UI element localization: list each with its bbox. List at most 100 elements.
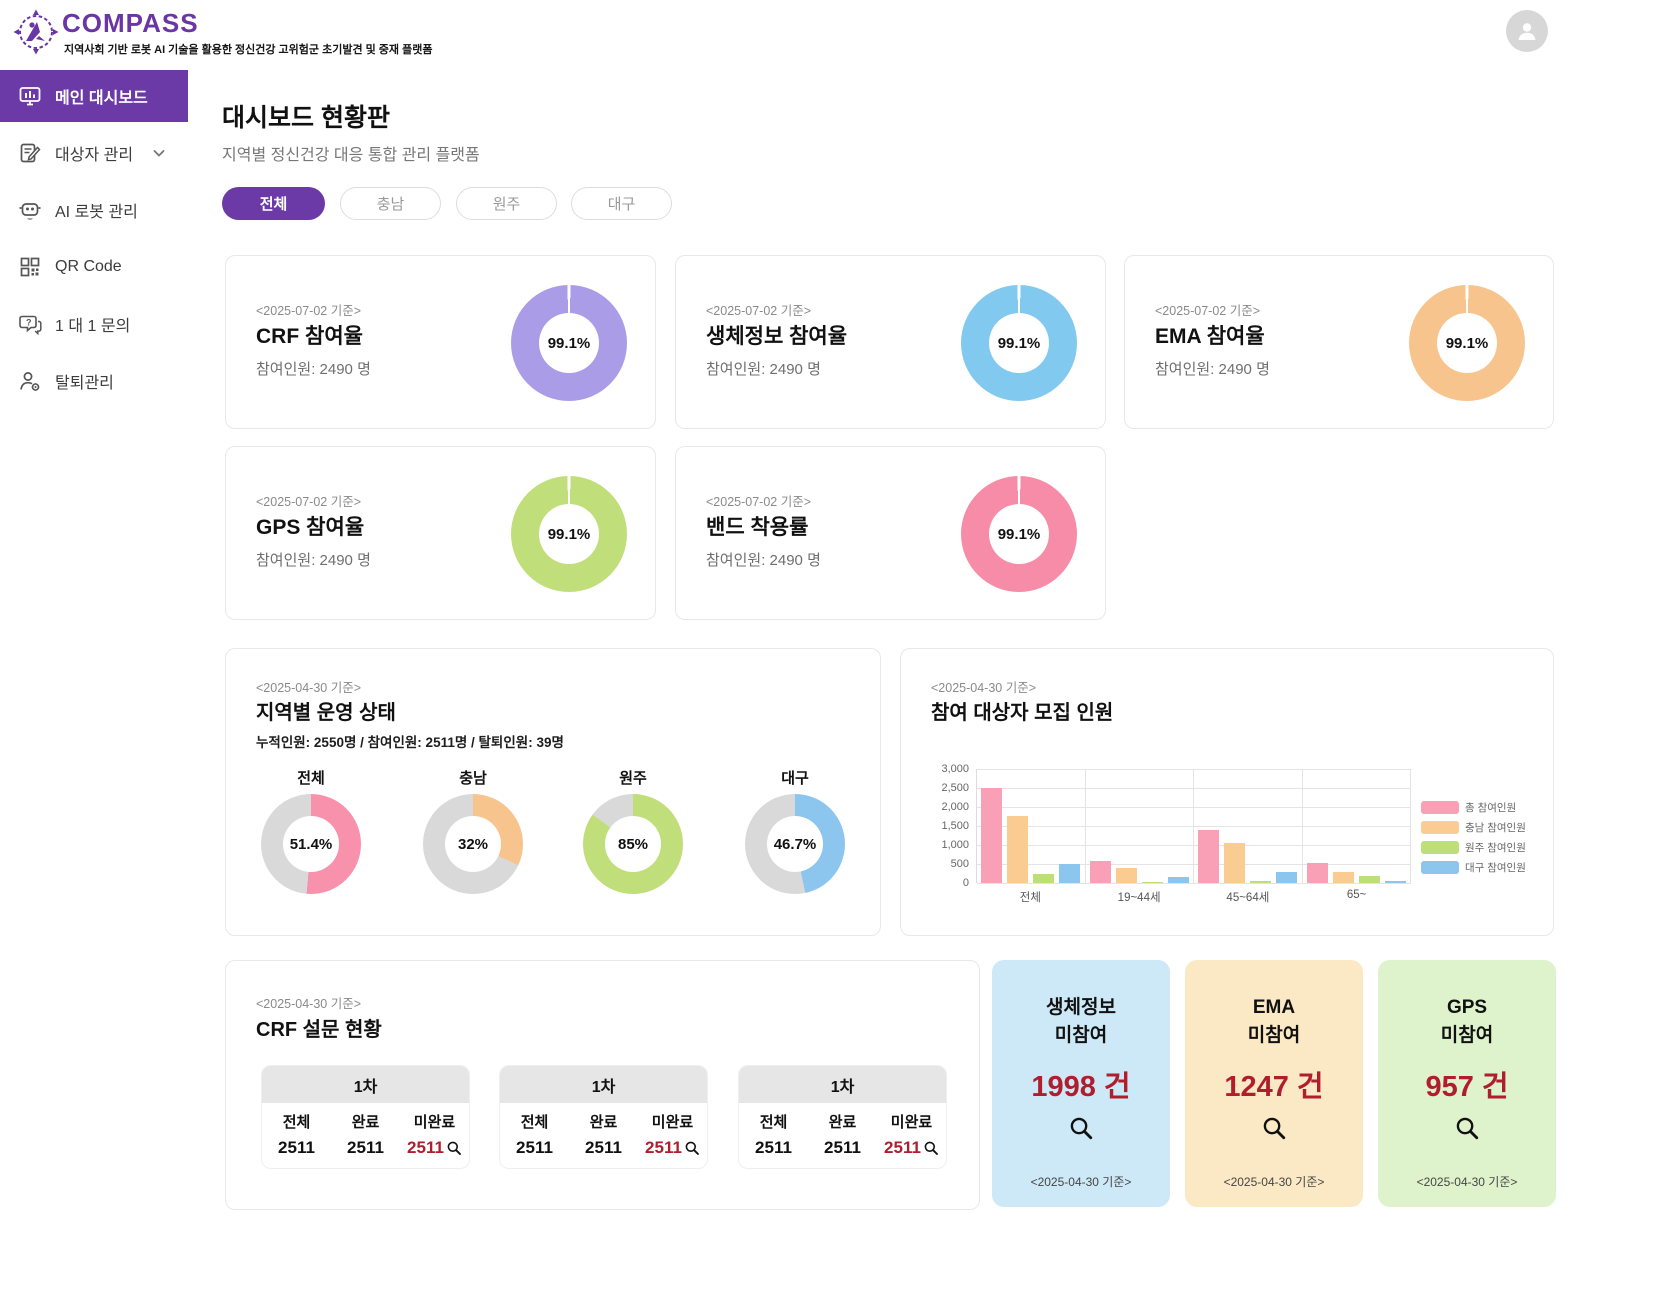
gridline — [977, 807, 1411, 808]
mini-title-line1: EMA — [1252, 997, 1296, 1018]
sidebar-item-qr-code[interactable]: QR Code — [0, 244, 188, 290]
mini-title-line1: GPS — [1446, 997, 1488, 1018]
tab-daegu[interactable]: 대구 — [571, 187, 672, 220]
donut-percent-label: 99.1% — [547, 334, 591, 352]
region-name: 전체 — [297, 770, 325, 787]
sidebar-item-label: QR Code — [55, 258, 122, 275]
region-block-wonju: 원주 85% — [563, 767, 703, 894]
crf-val-undone: 2511 — [884, 1138, 921, 1157]
gridline — [977, 769, 1411, 770]
sidebar-item-ai-robot-management[interactable]: AI 로봇 관리 — [0, 187, 188, 233]
magnifier-icon[interactable] — [684, 1140, 700, 1156]
legend-label: 충남 참여인원 — [1465, 821, 1526, 834]
donut-chart-band: 99.1% — [961, 476, 1077, 592]
stat-date: <2025-07-02 기준> — [706, 304, 812, 318]
bar-xlabels: 전체 19~44세 45~64세 65~ — [976, 889, 1411, 905]
mini-title-line2: 미참여 — [1440, 1024, 1494, 1046]
stat-date: <2025-07-02 기준> — [706, 495, 812, 509]
magnifier-icon[interactable] — [1068, 1115, 1094, 1141]
mini-card-ema-nonparticipation[interactable]: EMA 미참여 1247 건 <2025-04-30 기준> — [1185, 960, 1363, 1207]
top-bar: COMPASS 지역사회 기반 로봇 AI 기술을 활용한 정신건강 고위험군 … — [0, 0, 1660, 64]
person-gear-icon — [20, 372, 40, 391]
y-tick-label: 2,500 — [941, 782, 969, 794]
chart-date: <2025-04-30 기준> — [931, 681, 1037, 695]
crf-col-done: 완료 — [828, 1114, 857, 1131]
x-tick-label: 45~64세 — [1226, 892, 1270, 904]
magnifier-icon[interactable] — [1454, 1115, 1480, 1141]
sidebar-item-subject-management[interactable]: 대상자 관리 — [0, 130, 188, 176]
crf-table-1: 1차 전체 완료 미완료 2511 2511 2511 — [261, 1065, 470, 1169]
crf-val-total: 2511 — [516, 1138, 553, 1157]
donut-percent-label: 85% — [617, 835, 649, 853]
magnifier-icon[interactable] — [1261, 1115, 1287, 1141]
crf-col-undone: 미완료 — [651, 1114, 694, 1131]
sidebar-item-withdrawal-management[interactable]: 탈퇴관리 — [0, 358, 188, 404]
legend-swatch — [1421, 800, 1459, 814]
crf-col-total: 전체 — [520, 1114, 549, 1131]
sidebar-item-label: 메인 대시보드 — [55, 90, 148, 107]
bar — [1007, 816, 1029, 883]
crf-table-round: 1차 — [500, 1066, 707, 1103]
crf-col-undone: 미완료 — [413, 1114, 456, 1131]
stat-card-crf: <2025-07-02 기준> CRF 참여율 참여인원: 2490 명 99.… — [225, 255, 656, 429]
stat-card-ema: <2025-07-02 기준> EMA 참여율 참여인원: 2490 명 99.… — [1124, 255, 1554, 429]
y-tick-label: 2,000 — [941, 801, 969, 813]
donut-percent-label: 46.7% — [773, 835, 817, 853]
logo-subtitle: 지역사회 기반 로봇 AI 기술을 활용한 정신건강 고위험군 초기발견 및 중… — [64, 44, 433, 56]
stat-participants: 참여인원: 2490 명 — [256, 552, 371, 569]
bar — [1250, 881, 1272, 883]
bar — [1141, 882, 1163, 883]
legend-label: 총 참여인원 — [1465, 801, 1517, 814]
stat-card-bio: <2025-07-02 기준> 생체정보 참여율 참여인원: 2490 명 99… — [675, 255, 1106, 429]
stat-title: GPS 참여율 — [256, 516, 365, 539]
sidebar-item-label: 1 대 1 문의 — [55, 318, 131, 335]
crf-col-done: 완료 — [589, 1114, 618, 1131]
regional-date: <2025-04-30 기준> — [256, 681, 362, 695]
legend-swatch — [1421, 860, 1459, 874]
y-tick-label: 3,000 — [941, 763, 969, 775]
bar — [1198, 830, 1220, 883]
x-tick-label: 19~44세 — [1117, 892, 1161, 904]
bar — [1332, 872, 1354, 883]
sidebar-item-main-dashboard[interactable]: 메인 대시보드 — [0, 70, 188, 122]
crf-val-done: 2511 — [824, 1138, 861, 1157]
crf-date: <2025-04-30 기준> — [256, 997, 362, 1011]
mini-title-line2: 미참여 — [1054, 1024, 1108, 1046]
legend-label: 원주 참여인원 — [1465, 841, 1526, 854]
region-donut-all: 51.4% — [261, 794, 361, 894]
mini-card-gps-nonparticipation[interactable]: GPS 미참여 957 건 <2025-04-30 기준> — [1378, 960, 1556, 1207]
tab-wonju[interactable]: 원주 — [456, 187, 557, 220]
chat-inquiry-icon: ? — [19, 315, 42, 336]
compass-logo-icon[interactable] — [12, 8, 60, 61]
magnifier-icon[interactable] — [923, 1140, 939, 1156]
user-avatar[interactable] — [1506, 10, 1548, 52]
crf-val-done: 2511 — [347, 1138, 384, 1157]
recruitment-chart-card: <2025-04-30 기준> 참여 대상자 모집 인원 3,000 2,500 2… — [900, 648, 1554, 936]
tab-all[interactable]: 전체 — [222, 187, 325, 220]
legend-item: 대구 참여인원 — [1421, 857, 1526, 877]
mini-card-bio-nonparticipation[interactable]: 생체정보 미참여 1998 건 <2025-04-30 기준> — [992, 960, 1170, 1207]
donut-percent-label: 51.4% — [289, 835, 333, 853]
sidebar-item-one-on-one-inquiry[interactable]: ? 1 대 1 문의 — [0, 301, 188, 347]
region-donut-daegu: 46.7% — [745, 794, 845, 894]
chart-title: 참여 대상자 모집 인원 — [931, 702, 1114, 724]
tab-chungnam[interactable]: 충남 — [340, 187, 441, 220]
crf-survey-card: <2025-04-30 기준> CRF 설문 현황 1차 전체 완료 미완료 2… — [225, 960, 980, 1210]
legend-swatch — [1421, 840, 1459, 854]
stat-title: EMA 참여율 — [1155, 325, 1265, 348]
bar-groups — [977, 769, 1411, 883]
donut-percent-label: 99.1% — [997, 334, 1041, 352]
mini-title-line2: 미참여 — [1247, 1024, 1301, 1046]
sidebar-item-label: AI 로봇 관리 — [55, 204, 138, 221]
crf-table-round: 1차 — [739, 1066, 946, 1103]
y-tick-label: 1,000 — [941, 839, 969, 851]
mini-date: <2025-04-30 기준> — [1416, 1175, 1518, 1189]
page-title: 대시보드 현황판 — [222, 104, 390, 132]
stat-title: CRF 참여율 — [256, 325, 363, 348]
mini-date: <2025-04-30 기준> — [1223, 1175, 1325, 1189]
x-tick-label: 65~ — [1346, 889, 1367, 901]
magnifier-icon[interactable] — [446, 1140, 462, 1156]
donut-percent-label: 32% — [457, 835, 489, 853]
x-tick-label: 전체 — [1019, 892, 1041, 904]
